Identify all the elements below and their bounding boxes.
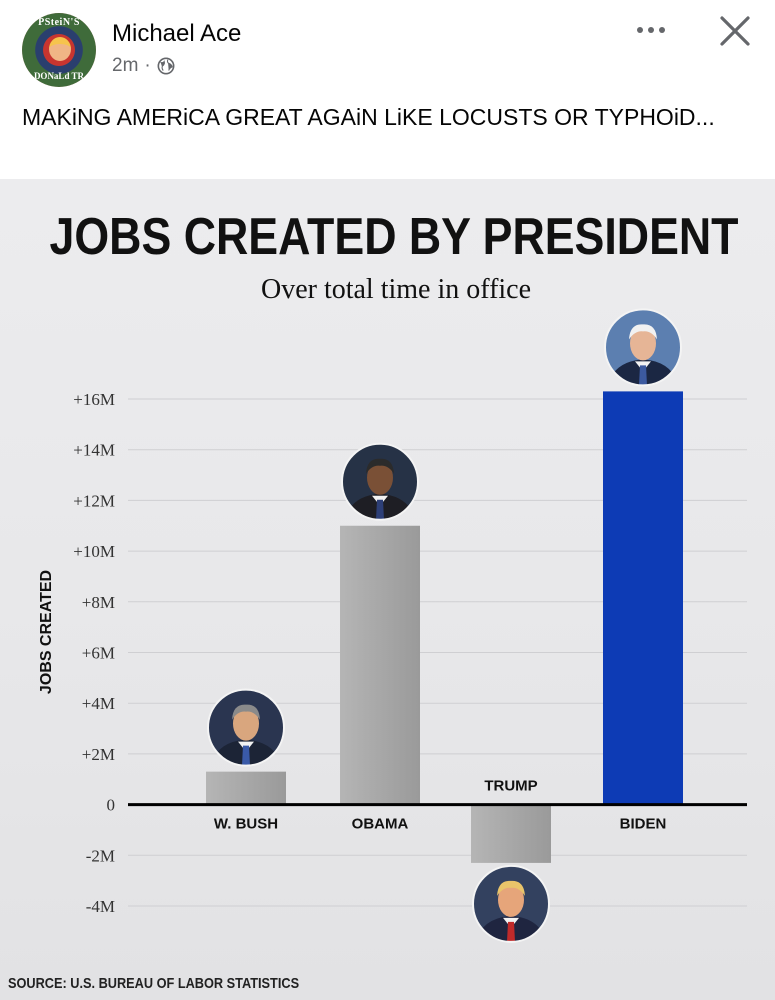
- chart-source: SOURCE: U.S. BUREAU OF LABOR STATISTICS: [8, 974, 299, 991]
- portraits: [207, 308, 682, 943]
- portrait-0: [207, 688, 285, 767]
- post-image[interactable]: JOBS CREATED BY PRESIDENT Over total tim…: [0, 179, 775, 1000]
- y-tick-label: -2M: [86, 846, 115, 865]
- post-header: PSteiN'S DONaLd TR Michael Ace 2m ·: [0, 0, 775, 90]
- y-tick-label: +6M: [82, 644, 115, 663]
- y-tick-label: -4M: [86, 897, 115, 916]
- category-label: W. BUSH: [214, 816, 278, 833]
- y-tick-label: +10M: [73, 542, 115, 561]
- category-label: BIDEN: [620, 816, 667, 833]
- meta-separator: ·: [144, 55, 151, 76]
- chart-subtitle: Over total time in office: [261, 274, 531, 305]
- avatar-text-top: PSteiN'S: [38, 17, 80, 28]
- y-tick-label: +8M: [82, 593, 115, 612]
- bar-biden: [603, 391, 683, 805]
- y-axis-label: JOBS CREATED: [38, 570, 55, 694]
- bar-w-bush: [206, 771, 286, 805]
- category-label: OBAMA: [352, 816, 409, 833]
- portrait-1: [341, 442, 419, 521]
- more-options-button[interactable]: [628, 12, 674, 48]
- portrait-2: [472, 864, 550, 943]
- category-label: TRUMP: [484, 778, 537, 795]
- globe-icon: [157, 57, 175, 75]
- author-avatar[interactable]: PSteiN'S DONaLd TR: [22, 13, 96, 87]
- bars: [206, 391, 683, 863]
- y-tick-label: +14M: [73, 441, 115, 460]
- y-tick-label: +12M: [73, 491, 115, 510]
- y-tick-labels: +16M +14M +12M +10M +8M +6M +4M +2M 0 -2M -4M: [73, 390, 115, 916]
- bar-trump: [471, 804, 551, 863]
- more-icon-dot: [659, 27, 665, 33]
- y-tick-label: +4M: [82, 694, 115, 713]
- more-icon-dot: [648, 27, 654, 33]
- avatar-face: [49, 37, 71, 61]
- avatar-text-bottom: DONaLd TR: [33, 71, 85, 81]
- more-icon-dot: [637, 27, 643, 33]
- category-labels: W. BUSH OBAMA TRUMP BIDEN: [214, 778, 666, 833]
- chart-title: JOBS CREATED BY PRESIDENT: [50, 208, 739, 266]
- close-icon[interactable]: [713, 9, 757, 53]
- portrait-3: [604, 308, 682, 387]
- jobs-chart: JOBS CREATED BY PRESIDENT Over total tim…: [8, 208, 747, 991]
- y-tick-label: +16M: [73, 390, 115, 409]
- y-tick-label: 0: [107, 796, 116, 815]
- post-time[interactable]: 2m: [112, 55, 139, 76]
- author-name[interactable]: Michael Ace: [112, 20, 242, 47]
- post-meta: 2m ·: [112, 55, 175, 77]
- post-text: MAKiNG AMERiCA GREAT AGAiN LiKE LOCUSTS …: [22, 104, 715, 130]
- y-tick-label: +2M: [82, 745, 115, 764]
- bar-obama: [340, 525, 420, 805]
